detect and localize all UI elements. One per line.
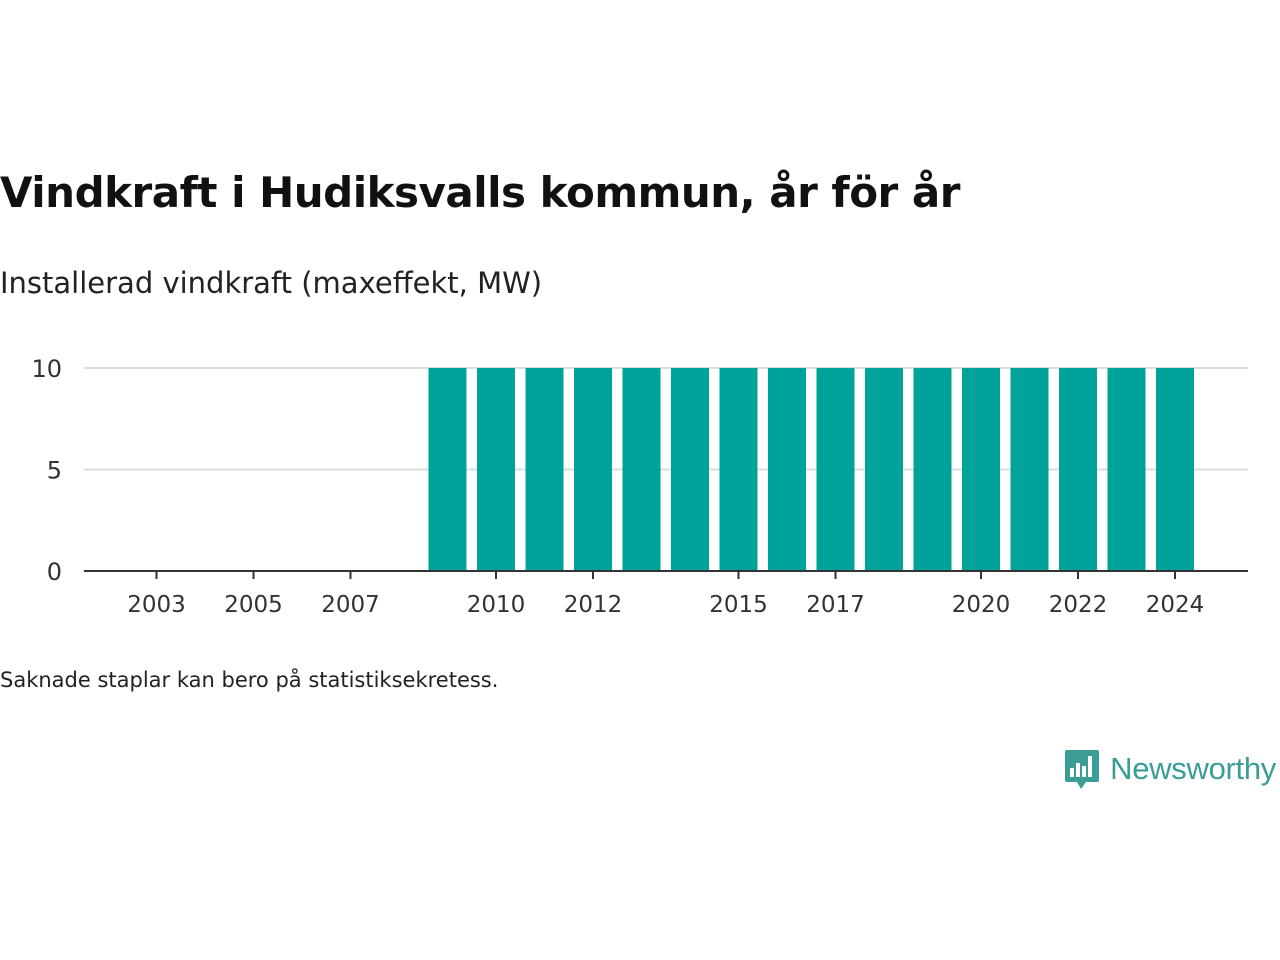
- bar-2024: [1156, 368, 1194, 571]
- x-tick-labels: 2003 2005 2007 2010 2012 2015 2017 2020 2022 2024: [127, 592, 1204, 618]
- bar-2018: [865, 368, 903, 571]
- bar-2017: [816, 368, 855, 571]
- bar-2010: [477, 368, 515, 571]
- chart-subtitle: Installerad vindkraft (maxeffekt, MW): [0, 266, 543, 300]
- bar-2020: [962, 368, 1000, 571]
- bar-2019: [913, 368, 952, 571]
- x-tick-label: 2005: [224, 592, 283, 618]
- y-tick-label: 0: [47, 558, 62, 586]
- y-tick-label: 5: [47, 457, 62, 485]
- x-tick-label: 2010: [467, 592, 526, 618]
- bar-2009: [428, 368, 467, 571]
- bars: [428, 368, 1194, 571]
- x-tick-label: 2003: [127, 592, 186, 618]
- brand-name: Newsworthy: [1110, 751, 1276, 786]
- bar-2021: [1010, 368, 1049, 571]
- bar-2016: [768, 368, 806, 571]
- gridlines: [84, 367, 1248, 471]
- x-tick-label: 2022: [1049, 592, 1108, 618]
- x-tick-label: 2024: [1146, 592, 1205, 618]
- footnote: Saknade staplar kan bero på statistiksek…: [0, 668, 499, 692]
- bar-2015: [719, 368, 758, 571]
- chart-title: Vindkraft i Hudiksvalls kommun, år för å…: [0, 168, 960, 217]
- bar-2013: [622, 368, 661, 571]
- bar-2023: [1107, 368, 1146, 571]
- bar-2014: [671, 368, 709, 571]
- x-tick-label: 2007: [321, 592, 380, 618]
- x-tick-label: 2020: [952, 592, 1011, 618]
- bar-2011: [525, 368, 564, 571]
- newsworthy-logo-icon: [1065, 750, 1100, 789]
- x-tick-label: 2017: [806, 592, 865, 618]
- bar-2022: [1059, 368, 1097, 571]
- x-axis: [84, 570, 1248, 579]
- y-tick-label: 10: [31, 355, 62, 383]
- bar-2012: [574, 368, 612, 571]
- x-tick-label: 2012: [564, 592, 623, 618]
- x-tick-label: 2015: [709, 592, 768, 618]
- y-tick-labels: 0 5 10: [31, 355, 62, 586]
- brand-logo: Newsworthy: [1064, 748, 1276, 790]
- bar-chart: 0 5 10 2003 2005 2007 2010 2012 2015 2017 2020 202…: [31, 355, 1248, 618]
